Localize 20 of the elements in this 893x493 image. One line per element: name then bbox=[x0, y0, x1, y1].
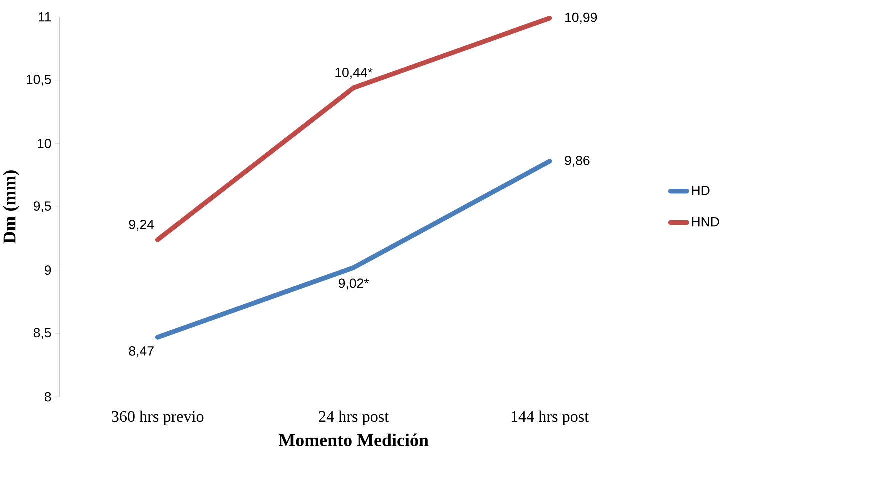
x-tick-label: 24 hrs post bbox=[319, 410, 390, 426]
x-axis-title: Momento Medición bbox=[278, 434, 429, 446]
y-tick-label: 9 bbox=[45, 266, 52, 276]
y-tick-label: 8 bbox=[44, 392, 52, 402]
data-label: 9,24 bbox=[129, 220, 154, 231]
y-tick-label: 8,5 bbox=[34, 328, 52, 340]
y-tick-label: 10 bbox=[38, 139, 52, 148]
y-axis-title: Dm (mm) bbox=[3, 170, 20, 244]
y-tick-label: 10,5 bbox=[26, 74, 52, 86]
legend-label: HD bbox=[692, 186, 710, 196]
y-tick-label: 9,5 bbox=[34, 202, 52, 213]
data-label: 9,02* bbox=[338, 278, 370, 290]
data-label: 10,99 bbox=[566, 12, 598, 24]
data-label: 9,86 bbox=[565, 156, 590, 167]
data-label: 10,44* bbox=[336, 68, 373, 79]
data-label: 8,47 bbox=[129, 346, 154, 358]
y-tick-label: 11 bbox=[39, 12, 52, 22]
legend-label: HND bbox=[692, 218, 720, 227]
x-tick-label: 360 hrs previo bbox=[112, 410, 204, 426]
x-tick-label: 144 hrs post bbox=[512, 410, 590, 426]
